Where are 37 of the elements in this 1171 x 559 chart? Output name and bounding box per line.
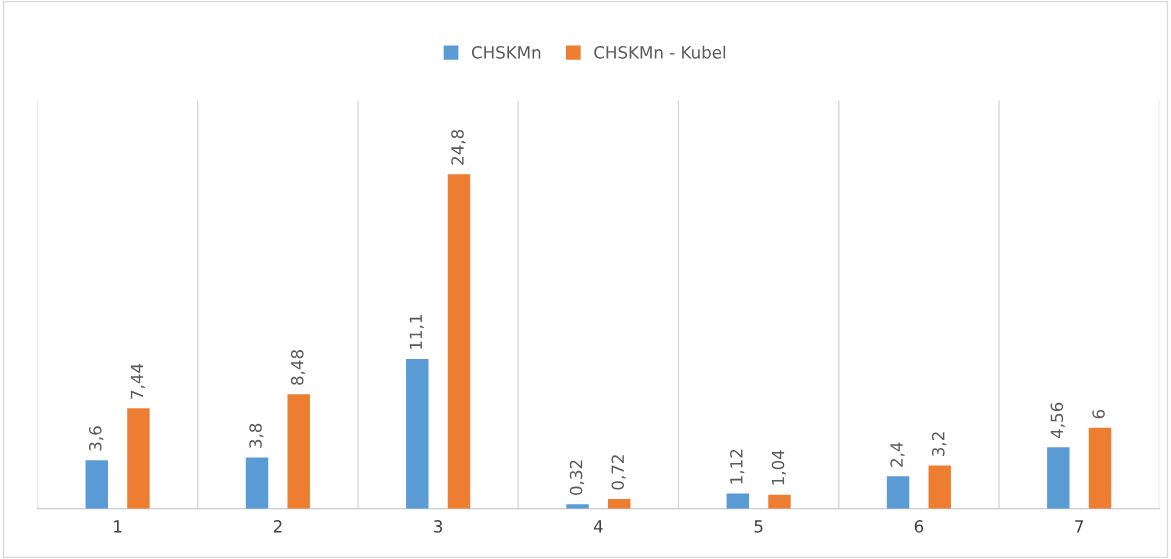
bar [1047, 447, 1070, 509]
bar [406, 358, 429, 509]
data-label: 1,04 [771, 450, 787, 485]
bar [886, 476, 910, 509]
bar [566, 504, 589, 509]
x-tick-label: 6 [914, 520, 924, 533]
data-label: 11,1 [409, 315, 424, 349]
data-label: 7,44 [130, 363, 145, 399]
x-tick-label: 1 [114, 520, 122, 533]
data-label: 4,56 [1050, 402, 1065, 439]
x-tick-label: 3 [434, 520, 443, 533]
data-label: 0,32 [569, 460, 585, 495]
x-tick-label: 5 [754, 520, 763, 533]
x-tick-label: 4 [593, 520, 603, 533]
legend-label: CHSKMn - Kubel [594, 45, 726, 59]
bar [608, 498, 631, 509]
data-label: 1,12 [730, 449, 745, 484]
data-label: 8,48 [290, 350, 306, 385]
data-label: 3,6 [89, 426, 104, 451]
data-label: 3,2 [931, 432, 947, 456]
bar [726, 493, 750, 509]
bar [1088, 427, 1112, 509]
data-label: 24,8 [451, 129, 466, 165]
data-label: 6 [1092, 409, 1105, 419]
data-label: 2,4 [890, 442, 905, 467]
data-label: 0,72 [611, 455, 626, 490]
bar [447, 174, 471, 509]
bar [85, 460, 108, 509]
data-label: 3,8 [249, 423, 264, 448]
bar [287, 394, 310, 509]
legend-label: CHSKMn [471, 46, 541, 59]
bar [245, 457, 269, 509]
bar [127, 408, 150, 509]
x-tick-label: 7 [1075, 520, 1084, 533]
x-tick-label: 2 [273, 520, 282, 533]
bar [928, 465, 951, 509]
bar [768, 494, 791, 509]
